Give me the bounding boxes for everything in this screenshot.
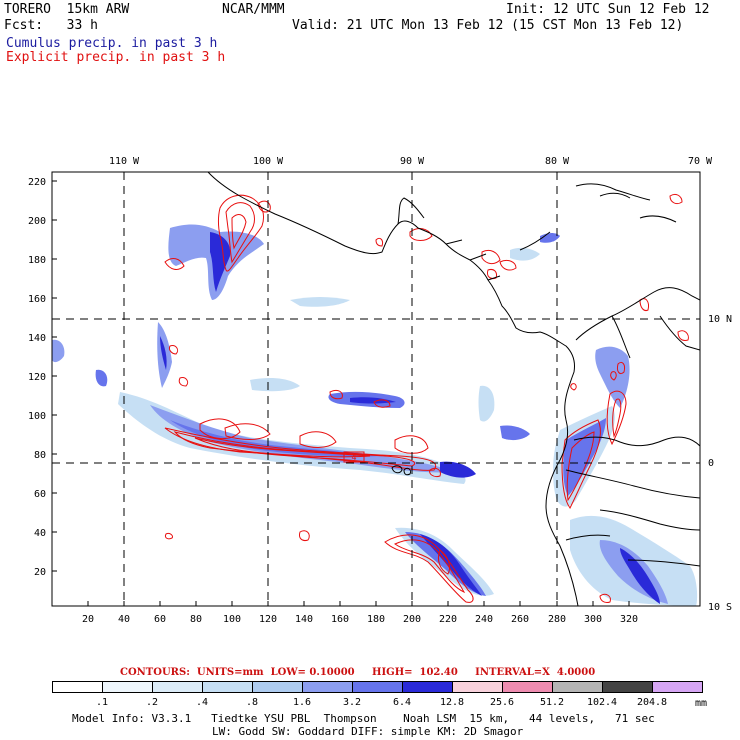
y-tick: 200	[28, 216, 46, 227]
colorbar-label: 3.2	[342, 697, 362, 708]
colorbar-bin	[452, 681, 503, 693]
colorbar-label: .4	[195, 697, 209, 708]
y-tick: 220	[28, 177, 46, 188]
colorbar-bin	[102, 681, 153, 693]
x-tick: 120	[259, 614, 277, 625]
x-tick: 140	[295, 614, 313, 625]
x-tick: 60	[154, 614, 166, 625]
lon-label-70w: 70 W	[688, 156, 713, 167]
x-tick: 280	[548, 614, 566, 625]
colorbar-label: .1	[95, 697, 109, 708]
forecast-hour: Fcst: 33 h	[4, 18, 98, 33]
lat-label-10n: 10 N	[708, 314, 732, 325]
y-tick: 120	[28, 372, 46, 383]
colorbar-label: 102.4	[586, 697, 618, 708]
x-tick: 220	[439, 614, 457, 625]
colorbar-label: .2	[145, 697, 159, 708]
colorbar-bin	[352, 681, 403, 693]
lat-label-10s: 10 S	[708, 602, 732, 613]
explicit-precip-contours	[164, 193, 689, 603]
colorbar-label: 6.4	[392, 697, 412, 708]
y-tick: 20	[34, 567, 46, 578]
colorbar-bin	[202, 681, 253, 693]
colorbar-units: mm	[695, 698, 708, 709]
colorbar-label: 51.2	[539, 697, 565, 708]
colorbar-bin	[552, 681, 603, 693]
model-info-line1: Model Info: V3.3.1 Tiedtke YSU PBL Thomp…	[72, 712, 655, 725]
y-axis: 220 200 180 160 140 120 100 80 60 40 20	[28, 177, 57, 578]
x-tick: 160	[331, 614, 349, 625]
lat-label-0: 0	[708, 458, 714, 469]
colorbar-label: 12.8	[439, 697, 465, 708]
x-tick: 80	[190, 614, 202, 625]
colorbar-label: 204.8	[636, 697, 668, 708]
coastlines	[207, 172, 700, 606]
colorbar-bin	[302, 681, 353, 693]
colorbar-bin	[402, 681, 453, 693]
explicit-precip-label: Explicit precip. in past 3 h	[6, 50, 226, 65]
y-tick: 160	[28, 294, 46, 305]
y-tick: 60	[34, 489, 46, 500]
x-tick: 20	[82, 614, 94, 625]
y-tick: 100	[28, 411, 46, 422]
colorbar-bin	[602, 681, 653, 693]
lon-label-100w: 100 W	[253, 156, 284, 167]
precip-fields	[52, 172, 700, 606]
y-tick: 80	[34, 450, 46, 461]
cumulus-precip-label: Cumulus precip. in past 3 h	[6, 36, 218, 51]
x-axis: 20 40 60 80 100 120 140 160 180 200 220 …	[82, 601, 638, 625]
colorbar-label: 25.6	[489, 697, 515, 708]
x-tick: 260	[511, 614, 529, 625]
model-info-line2: LW: Godd SW: Goddard DIFF: simple KM: 2D…	[212, 725, 524, 738]
x-tick: 40	[118, 614, 130, 625]
y-tick: 140	[28, 333, 46, 344]
y-tick: 40	[34, 528, 46, 539]
lon-label-90w: 90 W	[400, 156, 425, 167]
colorbar-bin	[502, 681, 553, 693]
x-tick: 200	[403, 614, 421, 625]
x-tick: 300	[584, 614, 602, 625]
y-tick: 180	[28, 255, 46, 266]
valid-time: Valid: 21 UTC Mon 13 Feb 12 (15 CST Mon …	[292, 18, 684, 33]
x-tick: 100	[223, 614, 241, 625]
x-tick: 320	[620, 614, 638, 625]
colorbar-bin	[152, 681, 203, 693]
colorbar-bin	[652, 681, 703, 693]
x-tick: 240	[475, 614, 493, 625]
x-tick: 180	[367, 614, 385, 625]
lon-label-110w: 110 W	[109, 156, 140, 167]
organization-label: NCAR/MMM	[222, 2, 285, 17]
model-title: TORERO 15km ARW	[4, 2, 130, 17]
colorbar-label: 1.6	[292, 697, 312, 708]
lon-label-80w: 80 W	[545, 156, 570, 167]
cumulus-precip-shading	[52, 224, 698, 606]
lat-lon-grid	[52, 172, 700, 606]
colorbar-label: .8	[245, 697, 259, 708]
contour-value-label: 4	[351, 453, 356, 462]
contour-info: CONTOURS: UNITS=mm LOW= 0.10000 HIGH= 10…	[120, 667, 596, 678]
init-time: Init: 12 UTC Sun 12 Feb 12	[506, 2, 710, 17]
colorbar-bin	[52, 681, 103, 693]
colorbar-bin	[252, 681, 303, 693]
